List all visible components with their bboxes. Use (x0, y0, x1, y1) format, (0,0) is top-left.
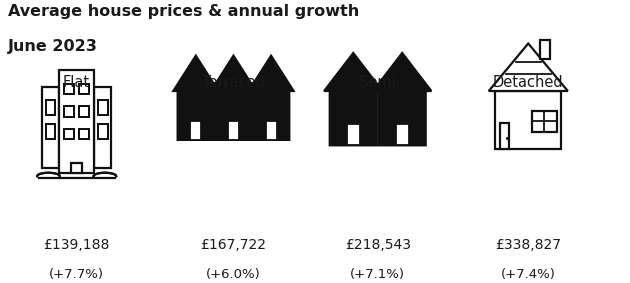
Text: £338,827: £338,827 (495, 238, 561, 252)
Polygon shape (489, 44, 568, 91)
Bar (266, 121, 277, 140)
Bar (79, 129, 89, 140)
Bar (266, 121, 277, 140)
Bar (64, 129, 74, 140)
Bar (94, 87, 112, 168)
Bar (79, 84, 89, 94)
Text: Average house prices & annual growth: Average house prices & annual growth (8, 4, 359, 19)
Bar (396, 124, 409, 145)
Text: £167,722: £167,722 (200, 238, 266, 252)
Polygon shape (211, 56, 256, 140)
Bar (228, 121, 239, 140)
Bar (228, 121, 239, 140)
Text: (+6.0%): (+6.0%) (206, 267, 261, 280)
Polygon shape (324, 53, 382, 145)
Text: (+7.1%): (+7.1%) (350, 267, 405, 280)
Bar (98, 100, 108, 115)
Text: £139,188: £139,188 (43, 238, 110, 252)
Bar (540, 40, 550, 59)
Bar (346, 124, 360, 145)
Bar (532, 111, 556, 132)
Text: Semi: Semi (359, 75, 396, 90)
Bar (64, 84, 74, 94)
Bar (42, 87, 59, 168)
Bar (346, 124, 360, 145)
Polygon shape (249, 56, 294, 140)
Bar (79, 106, 89, 117)
Text: Detached: Detached (493, 75, 564, 90)
Bar (64, 106, 74, 117)
Bar (500, 123, 509, 149)
Bar (495, 91, 561, 149)
Text: Flat: Flat (63, 75, 90, 90)
Text: June 2023: June 2023 (8, 39, 98, 54)
Text: (+7.4%): (+7.4%) (501, 267, 556, 280)
Polygon shape (373, 53, 432, 145)
Bar (46, 100, 55, 115)
Bar (46, 125, 55, 139)
Bar (71, 163, 82, 173)
Bar (59, 70, 94, 173)
Text: (+7.7%): (+7.7%) (49, 267, 104, 280)
Bar (396, 124, 409, 145)
Text: Terraced: Terraced (202, 75, 265, 90)
Bar (98, 125, 108, 139)
Bar (190, 121, 201, 140)
Bar (190, 121, 201, 140)
Text: £218,543: £218,543 (345, 238, 411, 252)
Polygon shape (173, 56, 219, 140)
